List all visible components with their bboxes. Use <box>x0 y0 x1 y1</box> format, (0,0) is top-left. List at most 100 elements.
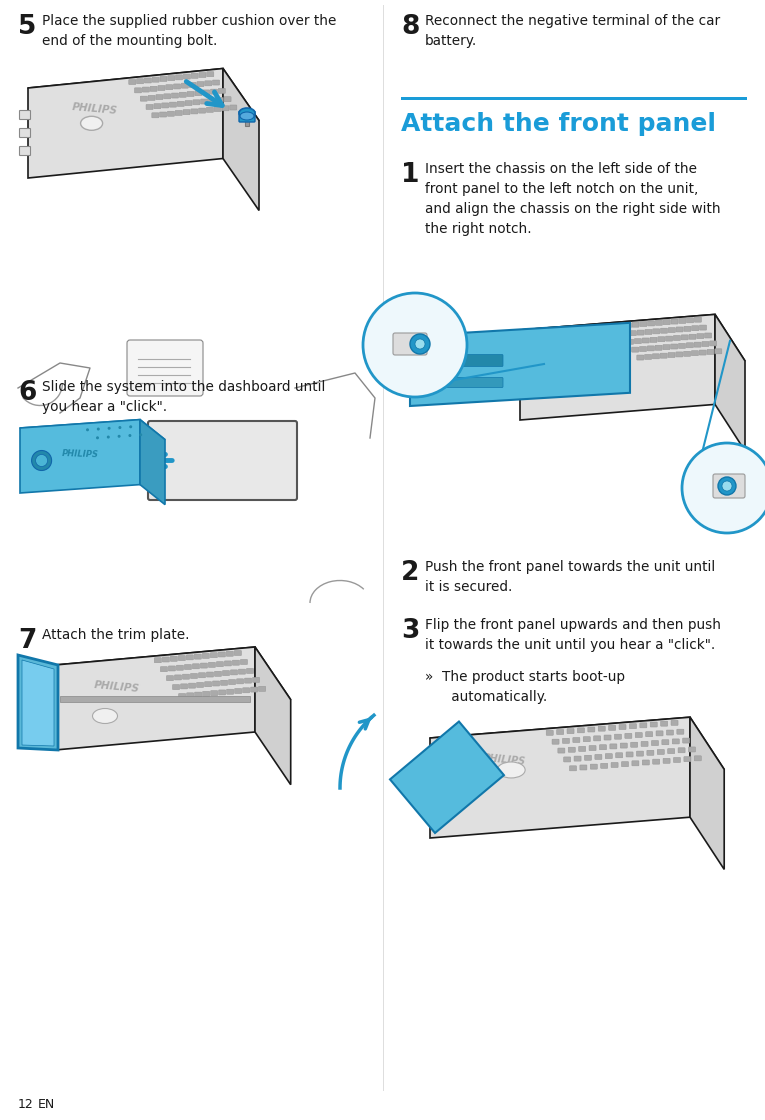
FancyBboxPatch shape <box>245 678 252 683</box>
FancyBboxPatch shape <box>424 377 503 388</box>
FancyBboxPatch shape <box>588 727 595 732</box>
Circle shape <box>96 437 99 439</box>
Text: PHILIPS: PHILIPS <box>61 449 99 459</box>
FancyBboxPatch shape <box>214 671 222 676</box>
FancyBboxPatch shape <box>604 735 611 740</box>
Polygon shape <box>140 420 165 505</box>
FancyBboxPatch shape <box>584 755 591 760</box>
FancyBboxPatch shape <box>594 736 601 740</box>
FancyBboxPatch shape <box>595 755 602 759</box>
Circle shape <box>682 444 765 533</box>
FancyBboxPatch shape <box>574 756 581 762</box>
Text: 8: 8 <box>401 15 419 40</box>
Text: PHILIPS: PHILIPS <box>93 681 140 694</box>
FancyBboxPatch shape <box>710 340 717 346</box>
FancyBboxPatch shape <box>647 750 654 755</box>
Polygon shape <box>55 647 255 750</box>
Circle shape <box>363 293 467 396</box>
FancyBboxPatch shape <box>174 84 181 88</box>
FancyBboxPatch shape <box>695 756 702 760</box>
FancyBboxPatch shape <box>562 738 569 744</box>
FancyBboxPatch shape <box>610 744 617 749</box>
FancyBboxPatch shape <box>154 104 161 109</box>
FancyBboxPatch shape <box>234 651 241 655</box>
FancyBboxPatch shape <box>187 92 194 96</box>
FancyBboxPatch shape <box>194 692 202 697</box>
FancyBboxPatch shape <box>156 94 163 100</box>
FancyBboxPatch shape <box>573 738 580 743</box>
FancyBboxPatch shape <box>189 83 196 87</box>
Polygon shape <box>690 717 724 869</box>
FancyBboxPatch shape <box>127 340 203 396</box>
FancyBboxPatch shape <box>168 76 174 81</box>
FancyBboxPatch shape <box>643 760 649 765</box>
FancyBboxPatch shape <box>204 682 212 687</box>
Circle shape <box>129 435 132 437</box>
FancyBboxPatch shape <box>160 112 167 116</box>
Polygon shape <box>20 420 140 493</box>
FancyBboxPatch shape <box>224 661 232 666</box>
Text: Flip the front panel upwards and then push
it towards the unit until you hear a : Flip the front panel upwards and then pu… <box>425 618 721 652</box>
FancyBboxPatch shape <box>668 748 675 754</box>
FancyBboxPatch shape <box>611 763 618 767</box>
FancyBboxPatch shape <box>155 657 161 663</box>
FancyBboxPatch shape <box>236 679 243 684</box>
FancyBboxPatch shape <box>662 739 669 745</box>
FancyBboxPatch shape <box>166 85 173 90</box>
FancyBboxPatch shape <box>424 355 503 366</box>
FancyBboxPatch shape <box>635 732 643 738</box>
FancyBboxPatch shape <box>679 344 685 348</box>
FancyBboxPatch shape <box>552 739 559 744</box>
FancyBboxPatch shape <box>220 680 227 685</box>
Bar <box>60 696 250 702</box>
FancyBboxPatch shape <box>684 352 691 356</box>
FancyBboxPatch shape <box>194 654 201 659</box>
FancyBboxPatch shape <box>558 748 565 753</box>
FancyBboxPatch shape <box>600 745 607 749</box>
FancyBboxPatch shape <box>170 102 177 108</box>
FancyBboxPatch shape <box>246 669 253 673</box>
FancyBboxPatch shape <box>681 335 688 339</box>
FancyBboxPatch shape <box>578 746 586 752</box>
FancyBboxPatch shape <box>650 337 657 343</box>
FancyBboxPatch shape <box>203 653 210 659</box>
FancyBboxPatch shape <box>653 759 659 764</box>
FancyBboxPatch shape <box>678 748 685 753</box>
FancyBboxPatch shape <box>193 100 200 105</box>
FancyBboxPatch shape <box>183 674 190 679</box>
FancyBboxPatch shape <box>219 690 226 694</box>
FancyBboxPatch shape <box>179 92 187 97</box>
FancyBboxPatch shape <box>625 734 632 738</box>
FancyBboxPatch shape <box>224 96 231 102</box>
FancyBboxPatch shape <box>564 757 571 762</box>
FancyBboxPatch shape <box>697 334 704 338</box>
FancyBboxPatch shape <box>648 321 655 326</box>
Text: Attach the front panel: Attach the front panel <box>401 112 716 136</box>
Text: Attach the trim plate.: Attach the trim plate. <box>42 628 190 642</box>
FancyBboxPatch shape <box>137 78 144 84</box>
Circle shape <box>722 480 732 491</box>
FancyBboxPatch shape <box>251 687 258 692</box>
Polygon shape <box>18 655 58 750</box>
Text: Place the supplied rubber cushion over the
end of the mounting bolt.: Place the supplied rubber cushion over t… <box>42 15 337 48</box>
FancyBboxPatch shape <box>161 666 168 672</box>
FancyBboxPatch shape <box>627 339 633 344</box>
FancyBboxPatch shape <box>655 345 662 351</box>
Circle shape <box>86 428 89 431</box>
FancyBboxPatch shape <box>666 730 673 735</box>
Text: 2: 2 <box>401 560 419 586</box>
Text: 7: 7 <box>18 628 37 654</box>
FancyBboxPatch shape <box>207 108 213 112</box>
FancyBboxPatch shape <box>216 662 223 666</box>
FancyBboxPatch shape <box>183 110 190 114</box>
FancyBboxPatch shape <box>673 336 680 340</box>
FancyBboxPatch shape <box>632 760 639 766</box>
FancyBboxPatch shape <box>653 329 659 334</box>
Text: PHILIPS: PHILIPS <box>556 343 600 356</box>
FancyBboxPatch shape <box>199 109 206 113</box>
FancyBboxPatch shape <box>174 675 181 680</box>
FancyBboxPatch shape <box>200 99 207 104</box>
Polygon shape <box>410 323 630 407</box>
FancyBboxPatch shape <box>676 327 683 332</box>
Circle shape <box>31 450 51 470</box>
